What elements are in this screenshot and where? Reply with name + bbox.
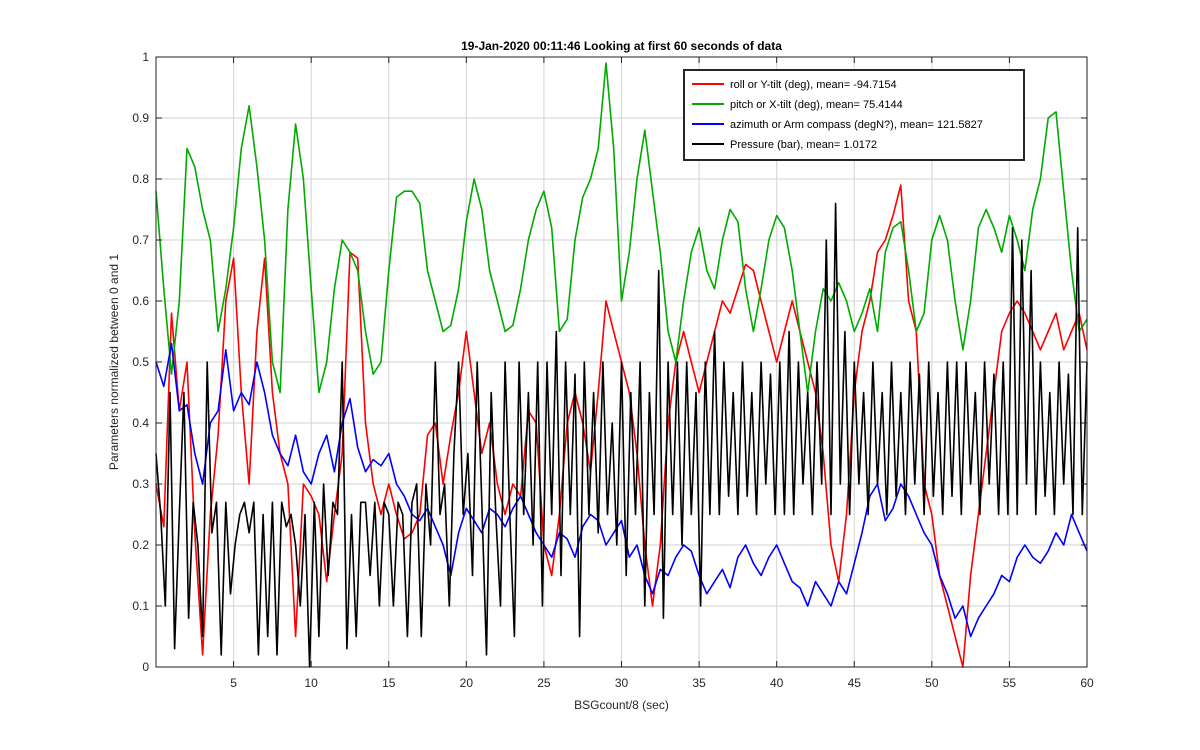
legend-entry: azimuth or Arm compass (degN?), mean= 12… xyxy=(730,119,983,131)
y-tick-label: 0.5 xyxy=(132,355,149,369)
x-tick-label: 5 xyxy=(230,676,237,690)
x-tick-label: 40 xyxy=(770,676,784,690)
x-tick-label: 20 xyxy=(460,676,474,690)
x-tick-label: 15 xyxy=(382,676,396,690)
axis-ticks: 5 10 15 20 25 30 35 40 45 50 55 60 0 0.1 0.2 0.3 0.4 0.5 0… xyxy=(132,50,1094,690)
x-tick-label: 60 xyxy=(1080,676,1094,690)
legend-entry: roll or Y-tilt (deg), mean= -94.7154 xyxy=(730,79,897,91)
y-tick-label: 0.2 xyxy=(132,538,149,552)
legend: roll or Y-tilt (deg), mean= -94.7154 pitc… xyxy=(683,69,1025,161)
y-tick-label: 0.4 xyxy=(132,416,149,430)
y-tick-label: 0.1 xyxy=(132,599,149,613)
x-tick-label: 10 xyxy=(304,676,318,690)
x-tick-label: 55 xyxy=(1003,676,1017,690)
x-tick-label: 30 xyxy=(615,676,629,690)
series-line-2 xyxy=(155,62,1088,394)
legend-entry: pitch or X-tilt (deg), mean= 75.4144 xyxy=(730,99,903,111)
x-tick-label: 50 xyxy=(925,676,939,690)
legend-entry: Pressure (bar), mean= 1.0172 xyxy=(730,139,877,151)
y-tick-label: 1 xyxy=(142,50,149,64)
x-tick-label: 25 xyxy=(537,676,551,690)
y-tick-label: 0 xyxy=(142,660,149,674)
y-tick-label: 0.9 xyxy=(132,111,149,125)
series-line-4 xyxy=(155,202,1088,668)
y-tick-label: 0.3 xyxy=(132,477,149,491)
chart-title: 19-Jan-2020 00:11:46 Looking at first 60… xyxy=(461,39,782,53)
y-axis-label: Parameters normalized between 0 and 1 xyxy=(107,254,121,470)
x-tick-label: 35 xyxy=(692,676,706,690)
y-tick-label: 0.8 xyxy=(132,172,149,186)
x-tick-label: 45 xyxy=(848,676,862,690)
series-line-3 xyxy=(155,342,1088,638)
y-tick-label: 0.6 xyxy=(132,294,149,308)
x-axis-label: BSGcount/8 (sec) xyxy=(574,698,669,712)
legend-box xyxy=(683,69,1025,161)
series-layer xyxy=(155,62,1088,668)
y-tick-label: 0.7 xyxy=(132,233,149,247)
